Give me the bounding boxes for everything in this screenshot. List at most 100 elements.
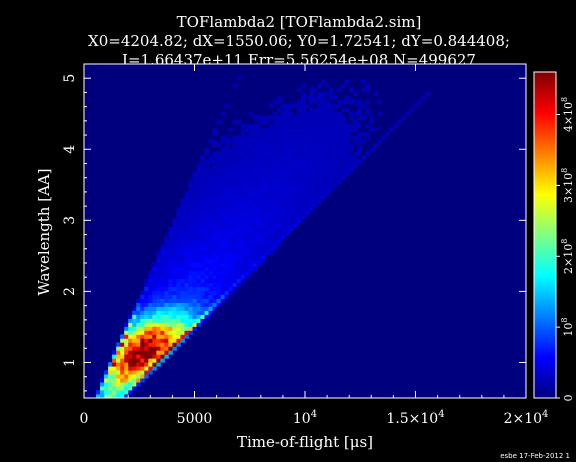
- heatmap-cell: [260, 242, 266, 248]
- heatmap-cell: [228, 215, 234, 220]
- heatmap-cell: [128, 390, 133, 395]
- heatmap-cell: [176, 207, 181, 212]
- heatmap-cell: [132, 318, 137, 323]
- heatmap-cell: [244, 187, 250, 192]
- heatmap-cell: [244, 151, 250, 156]
- heatmap-cell: [317, 111, 322, 117]
- heatmap-cell: [321, 139, 326, 144]
- heatmap-cell: [168, 238, 173, 244]
- heatmap-cell: [313, 167, 318, 172]
- heatmap-cell: [196, 223, 201, 228]
- heatmap-cell: [148, 318, 153, 323]
- heatmap-cell: [333, 147, 338, 152]
- heatmap-cell: [200, 175, 205, 180]
- heatmap-cell: [333, 143, 338, 148]
- heatmap-cell: [228, 183, 234, 188]
- heatmap-cell: [196, 227, 201, 232]
- heatmap-cell: [280, 227, 286, 232]
- heatmap-cell: [280, 103, 286, 109]
- heatmap-cell: [268, 199, 274, 204]
- heatmap-cell: [337, 143, 342, 148]
- heatmap-cell: [176, 306, 181, 311]
- heatmap-cell: [228, 127, 234, 132]
- heatmap-cell: [224, 175, 230, 180]
- heatmap-cell: [260, 215, 266, 220]
- heatmap-cell: [136, 330, 141, 335]
- heatmap-cell: [321, 107, 326, 113]
- heatmap-cell: [292, 171, 298, 176]
- heatmap-cell: [248, 175, 254, 180]
- heatmap-cell: [100, 386, 105, 391]
- heatmap-cell: [280, 107, 286, 113]
- heatmap-cell: [309, 147, 314, 152]
- heatmap-cell: [184, 227, 189, 232]
- heatmap-cell: [184, 234, 189, 240]
- heatmap-cell: [236, 234, 242, 240]
- heatmap-cell: [204, 242, 209, 248]
- heatmap-cell: [188, 274, 193, 280]
- heatmap-cell: [172, 318, 177, 323]
- heatmap-cell: [124, 322, 129, 327]
- heatmap-cell: [268, 139, 274, 144]
- heatmap-cell: [256, 254, 262, 260]
- heatmap-cell: [208, 242, 213, 248]
- heatmap-cell: [168, 326, 173, 331]
- heatmap-cell: [240, 159, 246, 164]
- heatmap-cell: [317, 159, 322, 164]
- heatmap-cell: [244, 234, 250, 240]
- heatmap-cell: [333, 131, 338, 136]
- heatmap-cell: [337, 111, 342, 117]
- heatmap-cell: [188, 219, 193, 224]
- heatmap-cell: [208, 278, 213, 284]
- heatmap-cell: [284, 199, 290, 204]
- heatmap-cell: [180, 250, 185, 256]
- heatmap-cell: [224, 215, 230, 220]
- heatmap-cell: [208, 262, 213, 268]
- heatmap-cell: [284, 115, 290, 121]
- heatmap-cell: [268, 207, 274, 212]
- heatmap-cell: [309, 107, 314, 113]
- heatmap-cell: [212, 187, 217, 192]
- heatmap-cell: [164, 278, 169, 284]
- heatmap-cell: [228, 211, 234, 216]
- heatmap-cell: [152, 358, 157, 363]
- heatmap-cell: [264, 211, 270, 216]
- heatmap-cell: [248, 223, 254, 228]
- heatmap-cell: [317, 191, 322, 196]
- heatmap-cell: [128, 358, 133, 363]
- heatmap-cell: [317, 195, 322, 200]
- heatmap-cell: [132, 386, 137, 391]
- heatmap-cell: [345, 127, 350, 132]
- heatmap-cell: [268, 147, 274, 152]
- heatmap-cell: [232, 135, 238, 140]
- heatmap-cell: [425, 91, 430, 97]
- heatmap-cell: [369, 147, 374, 152]
- heatmap-cell: [200, 215, 205, 220]
- heatmap-cell: [192, 187, 197, 192]
- heatmap-cell: [188, 298, 193, 303]
- heatmap-cell: [349, 123, 354, 129]
- heatmap-cell: [196, 254, 201, 260]
- heatmap-cell: [204, 219, 209, 224]
- heatmap-cell: [176, 242, 181, 248]
- heatmap-cell: [192, 306, 197, 311]
- heatmap-cell: [176, 282, 181, 288]
- heatmap-cell: [236, 246, 242, 252]
- heatmap-cell: [160, 250, 165, 256]
- heatmap-cell: [357, 107, 362, 113]
- heatmap-cell: [276, 203, 282, 208]
- heatmap-cell: [284, 107, 290, 113]
- heatmap-cell: [256, 242, 262, 248]
- heatmap-cell: [333, 119, 338, 125]
- heatmap-cell: [244, 262, 250, 268]
- heatmap-cell: [349, 127, 354, 132]
- heatmap-cell: [288, 127, 294, 132]
- heatmap-cell: [232, 195, 238, 200]
- heatmap-cell: [256, 234, 262, 240]
- heatmap-cell: [188, 326, 193, 331]
- heatmap-cell: [144, 294, 149, 299]
- heatmap-cell: [140, 310, 145, 315]
- heatmap-cell: [216, 231, 222, 236]
- heatmap-cell: [272, 191, 278, 196]
- heatmap-cell: [252, 223, 258, 228]
